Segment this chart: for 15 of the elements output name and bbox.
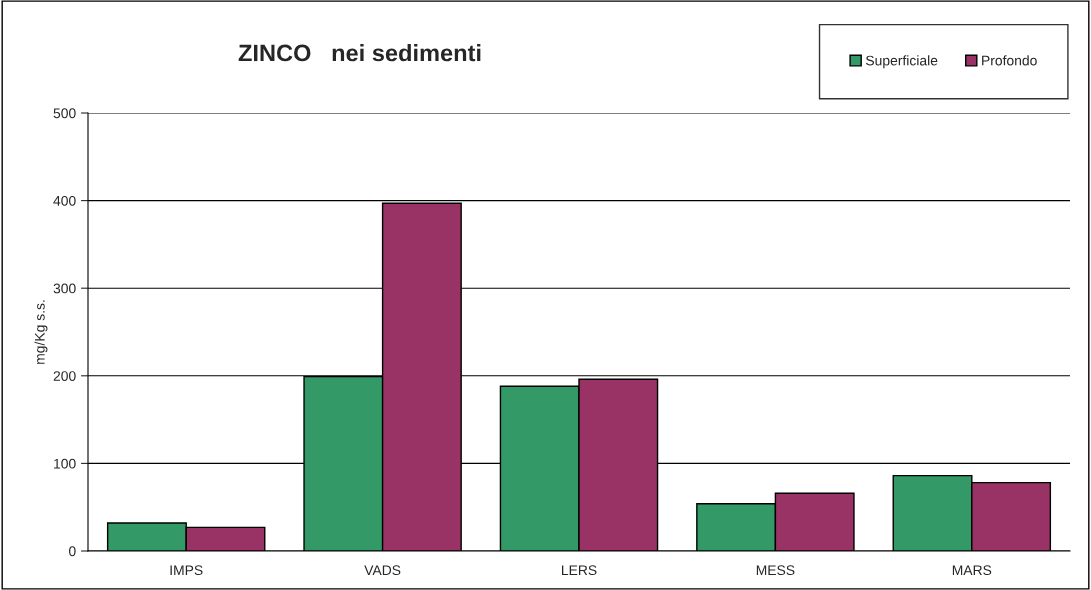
x-tick-label: VADS xyxy=(364,565,401,576)
y-tick-label: 100 xyxy=(54,458,76,469)
y-axis-title: mg/Kg s.s. xyxy=(34,300,48,364)
y-tick-label: 300 xyxy=(53,283,76,294)
y-tick-label: 500 xyxy=(53,108,76,119)
x-tick-label: MARS xyxy=(952,565,992,576)
x-tick-label: IMPS xyxy=(170,565,203,576)
x-tick-label: MESS xyxy=(756,565,795,576)
y-tick-label: 0 xyxy=(69,546,76,557)
chart-title: ZINCO nei sedimenti xyxy=(238,44,481,62)
legend-label: Superficiale xyxy=(865,55,938,69)
y-tick-label: 200 xyxy=(53,371,76,381)
legend-label: Profondo xyxy=(982,55,1037,66)
x-tick-label: LERS xyxy=(562,565,597,576)
y-tick-label: 400 xyxy=(53,195,76,206)
